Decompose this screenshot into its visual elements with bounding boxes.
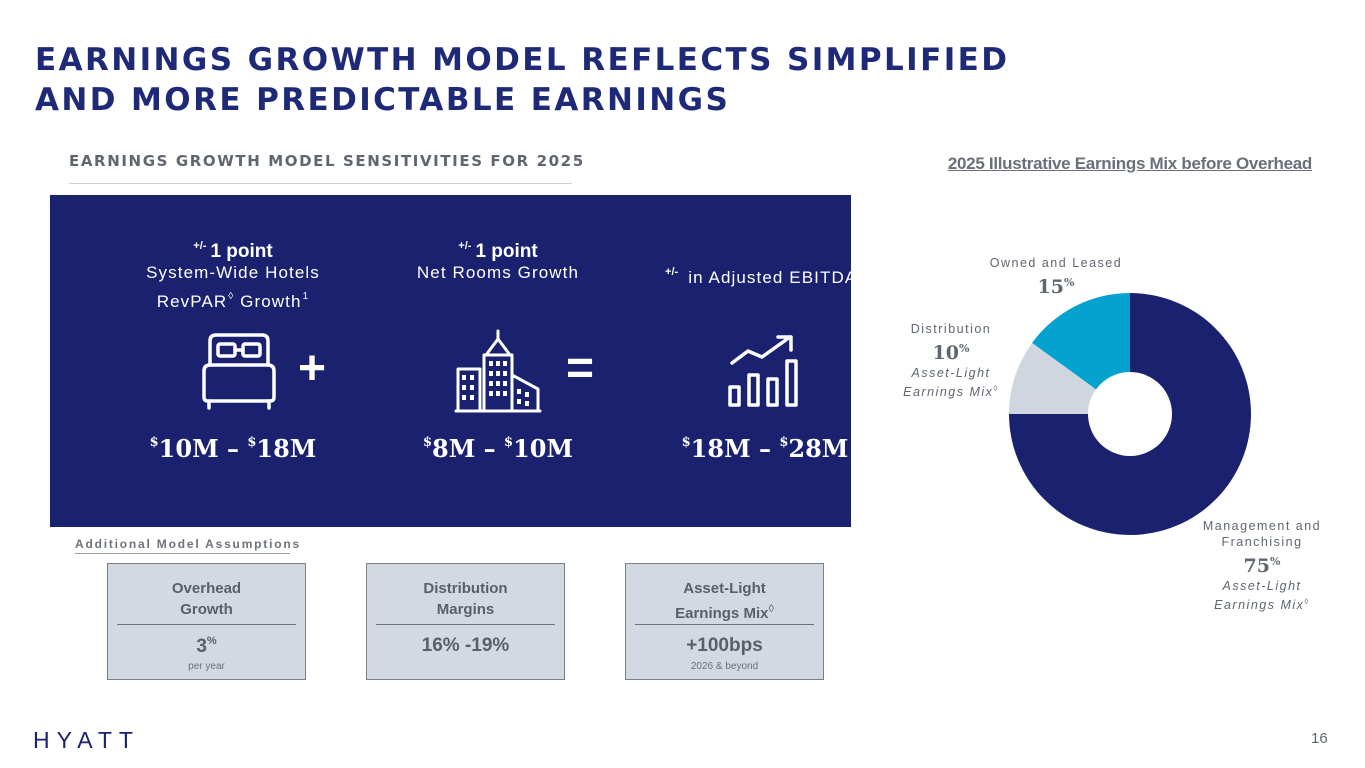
assumption-overhead-growth: Overhead Growth 3% per year [107, 563, 306, 680]
slice-name: Distribution [910, 322, 992, 336]
slice-percent: 10% [932, 342, 970, 364]
revpar-value-range: $10M – $18M [149, 434, 317, 463]
hyatt-logo: HYATT [33, 727, 140, 753]
slice-percent: 75% [1243, 555, 1281, 577]
assumption-overhead-title: Overhead Growth [171, 580, 242, 618]
assumption-asset-light-value: +100bps [686, 635, 763, 656]
additional-assumptions-heading: Additional Model Assumptions [75, 537, 301, 551]
section-subtitle: EARNINGS GROWTH MODEL SENSITIVITIES FOR … [69, 152, 585, 170]
slice-label-distribution: Distribution 10% Asset-Light Earnings Mi… [890, 321, 1012, 400]
buildings-icon [454, 329, 542, 413]
donut-slice-management-and-franchising [1009, 293, 1251, 535]
slice-name: Management and [1202, 519, 1322, 533]
rooms-point-label: +/- 1 point [458, 240, 538, 262]
bed-icon [202, 333, 276, 410]
assumption-distribution-title: Distribution Margins [423, 580, 508, 618]
slice-name: Owned and Leased [989, 256, 1123, 270]
assumption-asset-light-mix: Asset-Light Earnings Mix◊ +100bps 2026 & … [625, 563, 824, 680]
assumption-asset-light-title: Asset-Light Earnings Mix◊ [675, 580, 774, 622]
rooms-value-range: $8M – $10M [422, 434, 574, 463]
donut-slice-distribution [1009, 342, 1097, 414]
ebitda-label: +/- in Adjusted EBITDA† [665, 266, 865, 287]
revpar-point-label: +/- 1 point [193, 240, 273, 262]
assumption-distribution-margins: Distribution Margins 16% -19% [366, 563, 565, 680]
page-title-line-2: AND MORE PREDICTABLE EARNINGS [35, 82, 731, 118]
equals-sign: = [566, 342, 595, 395]
asset-light-label: Asset-Light [911, 366, 991, 380]
revpar-metric-line-1: System-Wide Hotels [146, 263, 320, 282]
chart-title: 2025 Illustrative Earnings Mix before Ov… [947, 154, 1312, 173]
assumption-divider [635, 624, 814, 625]
slice-name: Franchising [1221, 535, 1303, 549]
slice-label-management-franchising: Management and Franchising 75% Asset-Lig… [1192, 518, 1332, 613]
subtitle-divider [69, 183, 572, 184]
sensitivities-panel: +/- 1 point System-Wide Hotels RevPAR◊ Gr… [50, 195, 864, 527]
plus-sign: + [298, 342, 327, 395]
page-number: 16 [1311, 730, 1328, 747]
page-title: EARNINGS GROWTH MODEL REFLECTS SIMPLIFIE… [35, 40, 1035, 120]
assumption-distribution-value: 16% -19% [421, 635, 510, 656]
donut-slice-owned-and-leased [1032, 293, 1130, 390]
ebitda-value-range: $18M – $28M [681, 434, 849, 463]
growth-chart-icon [728, 335, 798, 407]
assumption-divider [376, 624, 555, 625]
assumption-overhead-note: per year [188, 661, 225, 672]
asset-light-label: Earnings Mix◊ [1214, 597, 1310, 612]
slice-percent: 15% [1037, 276, 1075, 298]
asset-light-label: Asset-Light [1222, 579, 1302, 593]
revpar-metric-line-2: RevPAR◊ Growth1 [156, 291, 310, 311]
earnings-mix-donut-chart [1009, 293, 1251, 535]
additional-assumptions-underline [75, 553, 290, 554]
rooms-metric-label: Net Rooms Growth [416, 263, 580, 282]
asset-light-label: Earnings Mix◊ [903, 384, 999, 399]
slice-label-owned-leased: Owned and Leased 15% [985, 255, 1127, 299]
assumption-divider [117, 624, 296, 625]
assumption-overhead-value: 3% [196, 635, 217, 657]
page-title-line-1: EARNINGS GROWTH MODEL REFLECTS SIMPLIFIE… [35, 42, 1010, 78]
assumption-asset-light-note: 2026 & beyond [690, 661, 759, 672]
